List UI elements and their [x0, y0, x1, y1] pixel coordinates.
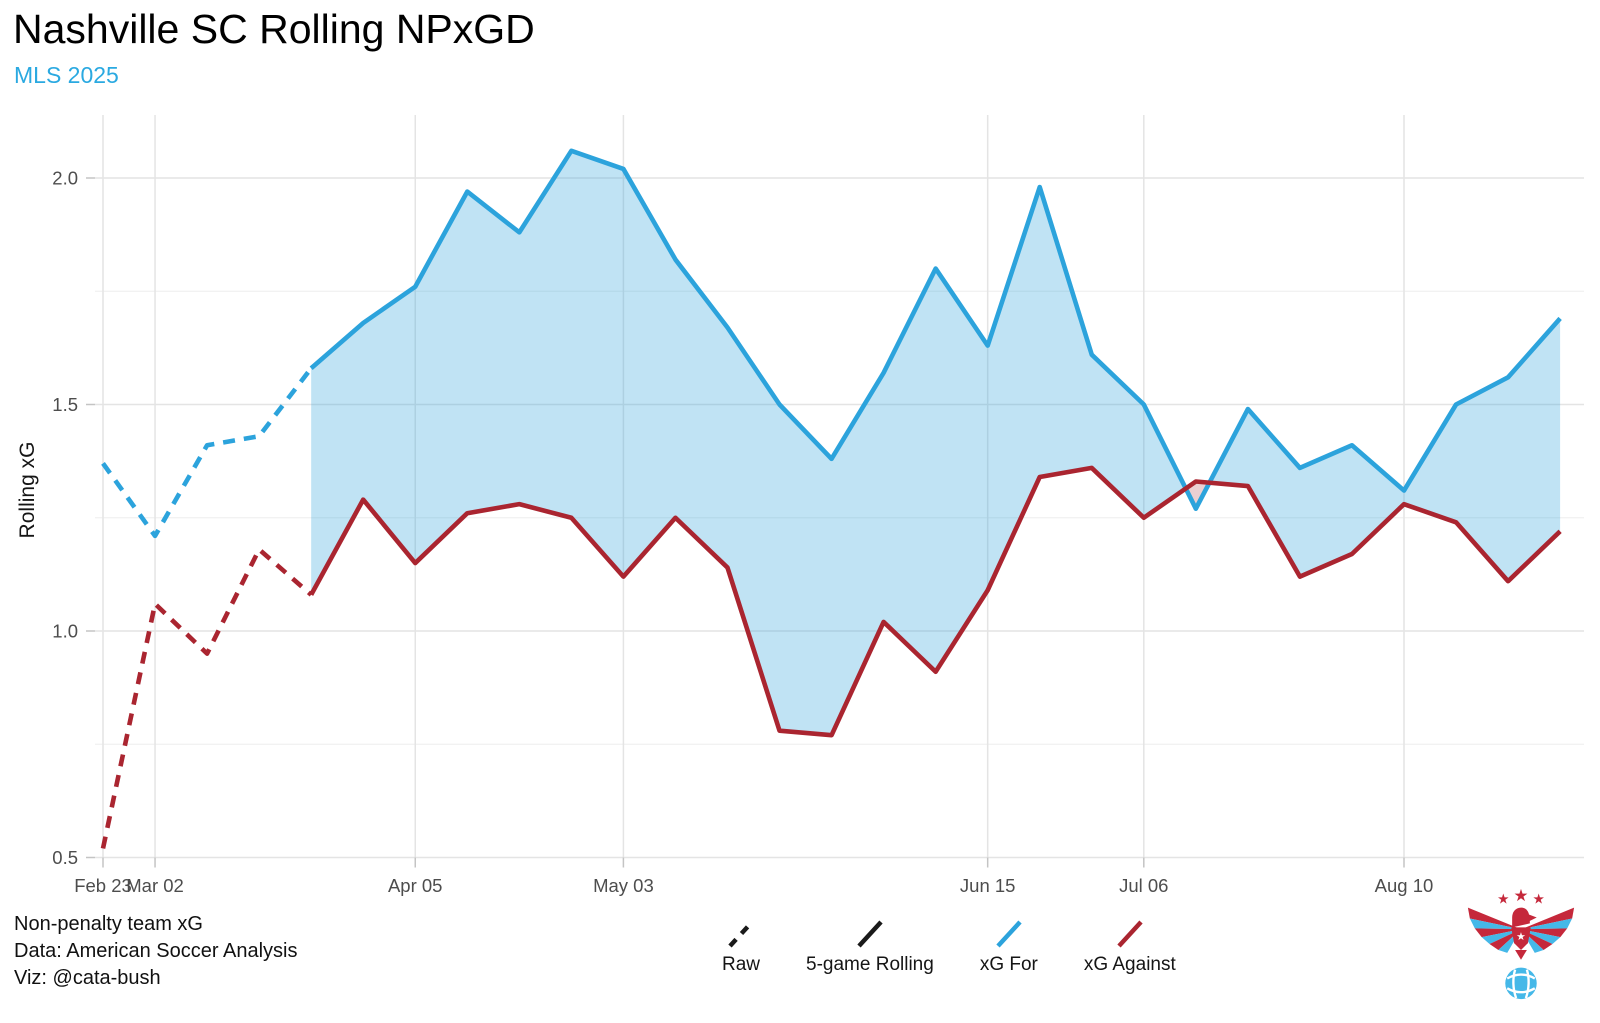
y-tick-label: 2.0 — [52, 168, 78, 189]
xg-for-rolling-line — [309, 148, 1562, 511]
raw-dashed-line-key-icon — [728, 920, 754, 948]
page-title: Nashville SC Rolling NPxGD — [13, 6, 535, 52]
y-axis-title: Rolling xG — [16, 441, 39, 539]
area-xg-against-above — [1185, 481, 1210, 509]
legend-item-rolling: 5-game Rolling — [806, 916, 934, 976]
x-tick-label: Aug 10 — [1375, 875, 1434, 896]
xg-for-line-key-icon — [996, 920, 1022, 948]
xg-against-line-key-icon — [1117, 920, 1143, 948]
x-tick-label: Apr 05 — [388, 875, 443, 896]
legend: Raw 5-game Rolling xG For xG Against — [722, 916, 1176, 976]
y-tick-label: 1.5 — [52, 394, 78, 415]
logo-stars: ★ ★ ★ — [1497, 885, 1545, 908]
footer-notes: Non-penalty team xG Data: American Socce… — [14, 911, 297, 992]
data-lines — [100, 148, 1562, 849]
legend-label: xG For — [979, 954, 1038, 975]
legend-item-xg-for: xG For — [980, 916, 1038, 976]
rolling-solid-line-key-icon — [857, 920, 883, 948]
y-tick-label: 0.5 — [52, 847, 78, 868]
xg-for-raw-dashed-line — [101, 366, 313, 539]
legend-item-raw: Raw — [722, 916, 760, 976]
y-tick-label: 1.0 — [52, 621, 78, 642]
soccer-ball-icon — [1505, 967, 1537, 1000]
xg-against-raw-dashed-line — [100, 547, 313, 849]
eagle-icon: ★ — [1467, 907, 1575, 960]
svg-text:★: ★ — [1516, 930, 1526, 943]
legend-item-xg-against: xG Against — [1084, 916, 1176, 976]
x-tick-label: Jun 15 — [960, 875, 1016, 896]
legend-label: 5-game Rolling — [806, 954, 934, 975]
svg-text:★: ★ — [1533, 892, 1545, 908]
xg-against-rolling-line — [309, 465, 1562, 738]
area-xg-for-above — [311, 150, 1186, 736]
x-tick-label: Mar 02 — [126, 875, 184, 896]
footer-note-data-source: Data: American Soccer Analysis — [14, 940, 298, 962]
page-subtitle: MLS 2025 — [14, 62, 119, 88]
x-tick-label: Feb 23 — [74, 875, 132, 896]
svg-text:★: ★ — [1497, 892, 1509, 908]
svg-text:★: ★ — [1514, 885, 1529, 905]
area-xg-for-above — [1209, 318, 1561, 582]
x-tick-label: May 03 — [593, 875, 654, 896]
footer-note-viz-credit: Viz: @cata-bush — [14, 967, 161, 989]
club-logo: ★ ★ ★ ★ — [1467, 885, 1575, 1000]
legend-label: Raw — [722, 954, 761, 975]
xg-difference-area — [311, 150, 1561, 736]
x-tick-label: Jul 06 — [1119, 875, 1168, 896]
legend-label: xG Against — [1083, 954, 1176, 975]
footer-note-definition: Non-penalty team xG — [14, 913, 203, 935]
